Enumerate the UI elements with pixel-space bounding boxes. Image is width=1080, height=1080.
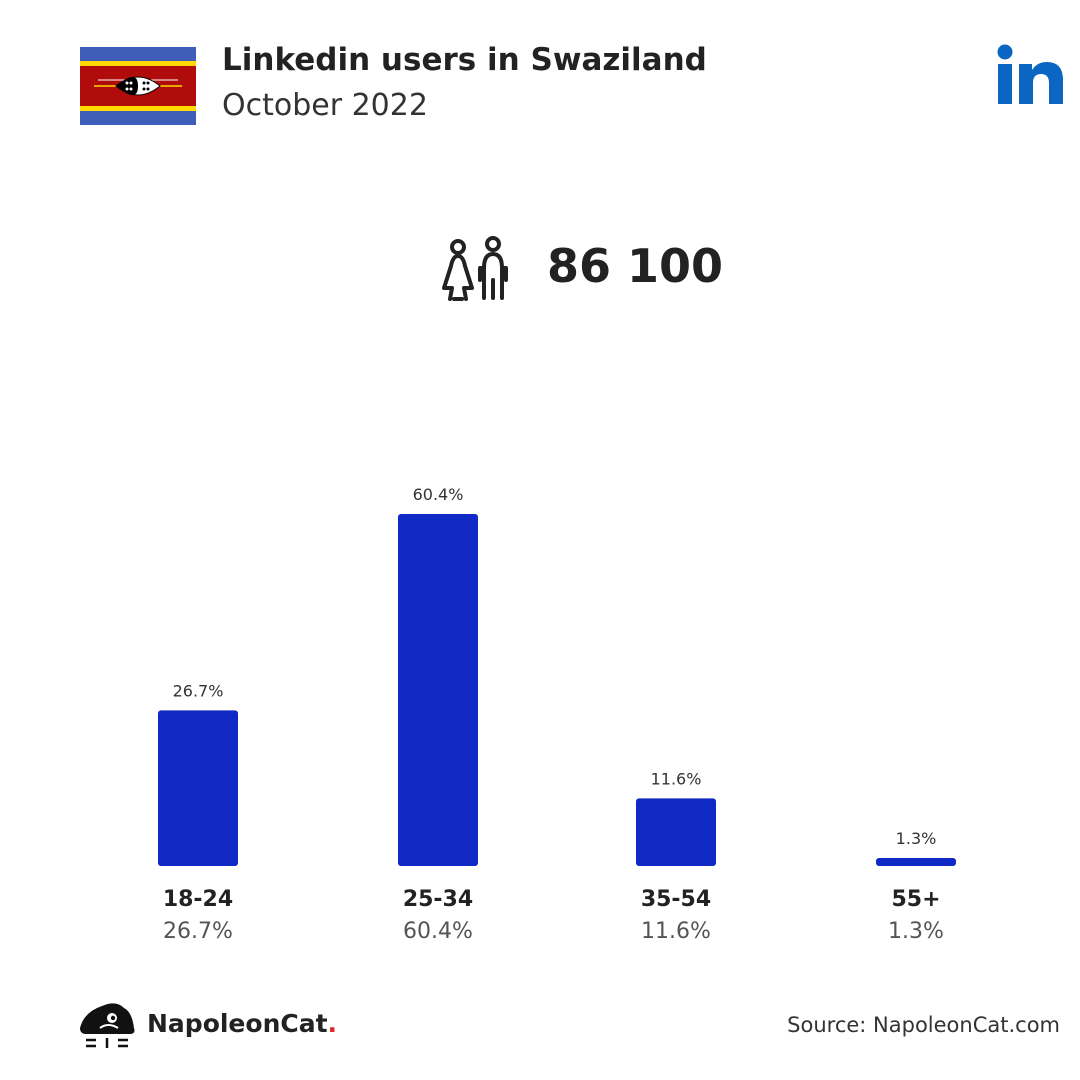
category-percent-label: 11.6% [641,919,711,944]
bar-data-label: 60.4% [413,485,464,504]
category-label: 25-34 [403,887,473,912]
bar-35-54 [636,798,716,866]
category-percent-label: 1.3% [888,919,944,944]
bar-data-label: 11.6% [651,769,702,788]
category-label: 35-54 [641,887,711,912]
source-link[interactable]: Source: NapoleonCat.com [787,1013,1060,1037]
bar-55+ [876,858,956,866]
people-icon [442,236,508,301]
bar-25-34 [398,514,478,866]
brand-name-dot: . [327,1009,338,1038]
bar-18-24 [158,710,238,866]
category-percent-label: 60.4% [403,919,473,944]
bar-data-label: 26.7% [173,681,224,700]
brand-name-text: NapoleonCat [147,1009,328,1038]
page-subtitle: October 2022 [222,88,428,123]
brand-name: NapoleonCat. [147,1009,337,1038]
swaziland-flag-icon [80,47,196,125]
total-users-value: 86 100 [547,239,724,293]
napoleoncat-logo-icon [80,1003,135,1048]
category-label: 18-24 [163,887,233,912]
bar-data-label: 1.3% [896,829,937,848]
category-label: 55+ [891,887,940,912]
linkedin-logo-icon [997,44,1063,104]
category-percent-label: 26.7% [163,919,233,944]
page-title: Linkedin users in Swaziland [222,42,707,78]
